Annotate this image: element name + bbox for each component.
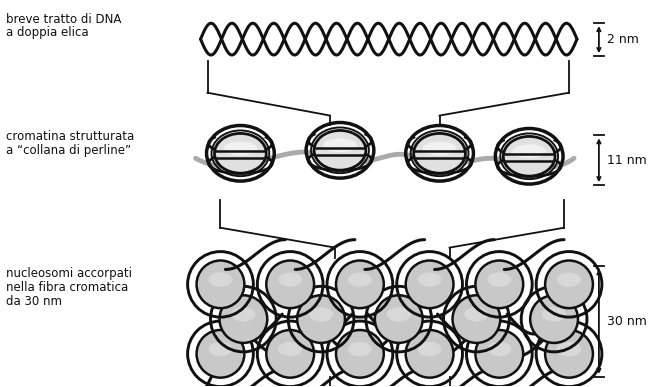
Ellipse shape: [197, 330, 244, 378]
Ellipse shape: [417, 272, 442, 287]
Ellipse shape: [266, 330, 314, 378]
Text: breve tratto di DNA: breve tratto di DNA: [7, 13, 122, 26]
Ellipse shape: [545, 330, 593, 378]
Text: nucleosomi accorpati: nucleosomi accorpati: [7, 267, 132, 281]
Ellipse shape: [405, 260, 454, 308]
Text: a doppia elica: a doppia elica: [7, 26, 89, 39]
Ellipse shape: [309, 307, 333, 322]
Ellipse shape: [297, 295, 345, 343]
Ellipse shape: [387, 307, 411, 322]
Ellipse shape: [209, 272, 232, 287]
Ellipse shape: [487, 272, 511, 287]
Ellipse shape: [531, 295, 578, 343]
Ellipse shape: [375, 295, 423, 343]
Text: 11 nm: 11 nm: [607, 154, 647, 167]
Ellipse shape: [545, 260, 593, 308]
Ellipse shape: [512, 144, 546, 158]
Ellipse shape: [336, 330, 384, 378]
Ellipse shape: [557, 272, 581, 287]
Ellipse shape: [405, 330, 454, 378]
Text: a “collana di perline”: a “collana di perline”: [7, 144, 132, 158]
Ellipse shape: [557, 342, 581, 356]
Ellipse shape: [266, 260, 314, 308]
Ellipse shape: [503, 136, 555, 176]
Text: cromatina strutturata: cromatina strutturata: [7, 130, 134, 144]
Ellipse shape: [197, 260, 244, 308]
Ellipse shape: [231, 307, 256, 322]
Text: nella fibra cromatica: nella fibra cromatica: [7, 281, 128, 295]
Ellipse shape: [223, 141, 257, 155]
Ellipse shape: [542, 307, 566, 322]
Ellipse shape: [348, 342, 372, 356]
Ellipse shape: [278, 342, 302, 356]
Ellipse shape: [336, 260, 384, 308]
Ellipse shape: [476, 260, 523, 308]
Ellipse shape: [348, 272, 372, 287]
Ellipse shape: [413, 134, 466, 173]
Ellipse shape: [423, 141, 456, 155]
Ellipse shape: [314, 130, 366, 170]
Ellipse shape: [417, 342, 442, 356]
Ellipse shape: [215, 134, 266, 173]
Text: 30 nm: 30 nm: [607, 315, 647, 328]
Ellipse shape: [278, 272, 302, 287]
Ellipse shape: [219, 295, 268, 343]
Text: 2 nm: 2 nm: [607, 33, 639, 46]
Text: da 30 nm: da 30 nm: [7, 295, 62, 308]
Ellipse shape: [464, 307, 488, 322]
Ellipse shape: [209, 342, 232, 356]
Ellipse shape: [476, 330, 523, 378]
Ellipse shape: [452, 295, 500, 343]
Ellipse shape: [487, 342, 511, 356]
Ellipse shape: [323, 139, 357, 152]
